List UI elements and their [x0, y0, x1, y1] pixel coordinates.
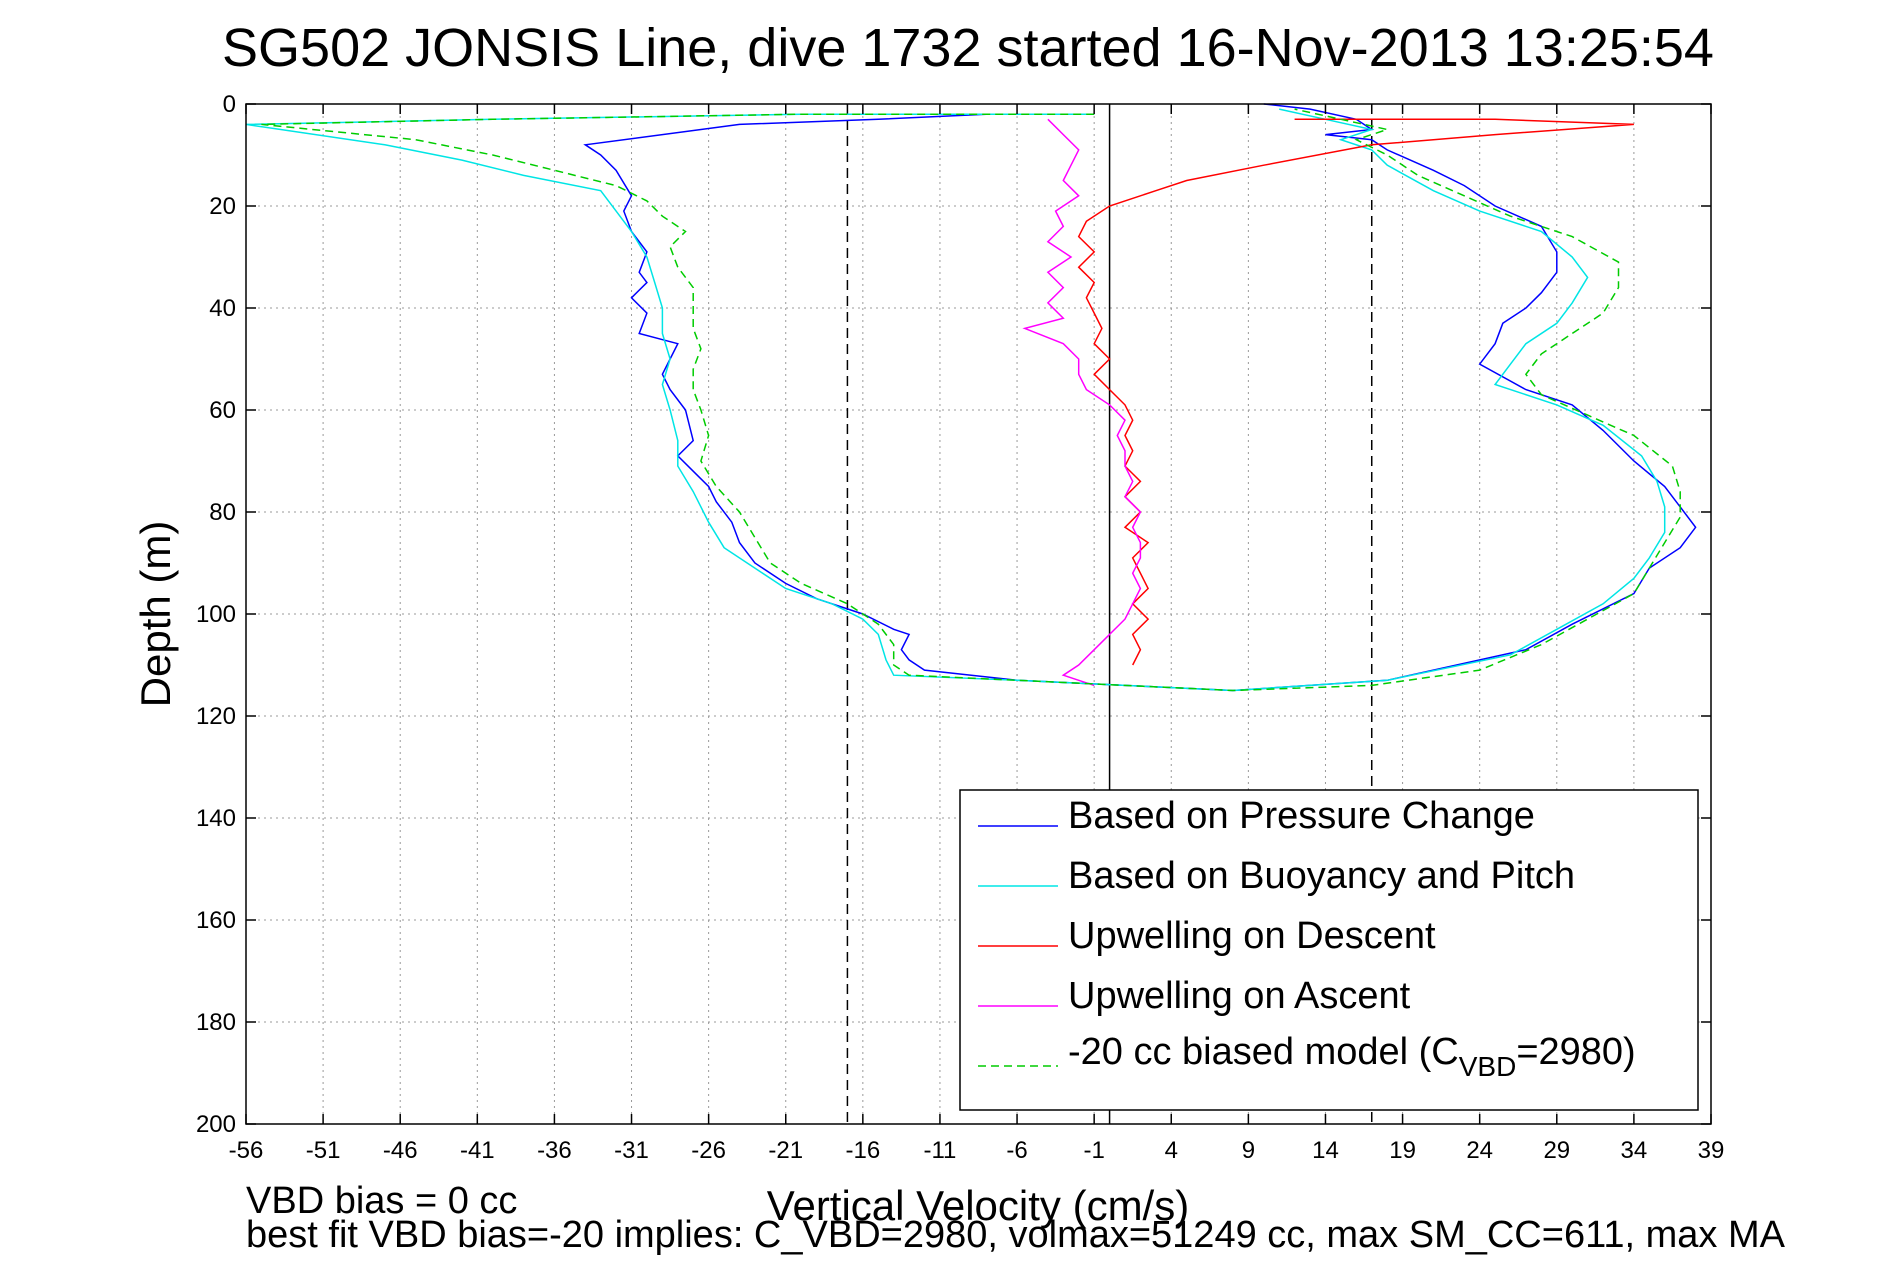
- series-line-based-on-buoyancy-and-pitch: [245, 108, 1666, 692]
- x-axis-ticks: -56 -51 -46 -41 -36 -31 -26 -21 -16 -11 -6 -1 4 9 14 19…: [229, 104, 1725, 1164]
- series-group: [245, 103, 1697, 692]
- y-tick-label: 160: [196, 907, 236, 934]
- y-tick-label: 140: [196, 805, 236, 832]
- x-tick-label: 34: [1621, 1137, 1648, 1164]
- x-tick-label: 29: [1543, 1137, 1570, 1164]
- y-tick-label: 100: [196, 601, 236, 628]
- y-tick-label: 0: [223, 91, 236, 118]
- legend: Based on Pressure Change Based on Buoyanc…: [959, 789, 1699, 1111]
- series-line-based-on-pressure-change: [583, 103, 1697, 692]
- series-line-upwelling-on-descent: [1077, 118, 1634, 666]
- chart-title: SG502 JONSIS Line, dive 1732 started 16-…: [222, 18, 1714, 78]
- legend-box: [959, 789, 1699, 1111]
- x-tick-label: -11: [923, 1137, 956, 1164]
- x-tick-label: -16: [845, 1137, 880, 1164]
- x-tick-label: 19: [1389, 1137, 1416, 1164]
- x-tick-label: -6: [1006, 1137, 1027, 1164]
- footnote-best-fit: best fit VBD bias=-20 implies: C_VBD=298…: [246, 1214, 1785, 1256]
- y-tick-label: 20: [209, 193, 236, 220]
- series-line-20-cc-biased-model-c-vbd-2980: [261, 108, 1681, 692]
- x-tick-label: -26: [691, 1137, 726, 1164]
- legend-label: Based on Pressure Change: [1068, 795, 1535, 837]
- legend-label: Upwelling on Descent: [1068, 915, 1436, 957]
- x-tick-label: -21: [768, 1137, 803, 1164]
- y-tick-label: 120: [196, 703, 236, 730]
- x-tick-label: 24: [1466, 1137, 1493, 1164]
- x-tick-label: -1: [1083, 1137, 1104, 1164]
- x-tick-label: -41: [460, 1137, 495, 1164]
- x-tick-label: 39: [1698, 1137, 1725, 1164]
- x-tick-label: -31: [614, 1137, 649, 1164]
- footnote-vbd-bias: VBD bias = 0 cc: [246, 1180, 518, 1222]
- x-tick-label: -56: [229, 1137, 264, 1164]
- x-tick-label: -36: [537, 1137, 572, 1164]
- x-tick-label: 14: [1312, 1137, 1339, 1164]
- x-tick-label: 9: [1242, 1137, 1255, 1164]
- legend-label: Based on Buoyancy and Pitch: [1068, 855, 1575, 897]
- legend-label: Upwelling on Ascent: [1068, 975, 1411, 1017]
- y-axis-ticks: 0 20 40 60 80 100 120 140 160 180 200: [196, 91, 1711, 1138]
- legend-label: -20 cc biased model (CVBD=2980): [1068, 1031, 1636, 1082]
- x-tick-label: -51: [306, 1137, 341, 1164]
- series-line-upwelling-on-ascent: [1022, 118, 1142, 687]
- y-tick-label: 80: [209, 499, 236, 526]
- y-tick-label: 180: [196, 1009, 236, 1036]
- y-axis-label: Depth (m): [132, 521, 179, 708]
- x-tick-label: -46: [383, 1137, 418, 1164]
- x-axis-label: Vertical Velocity (cm/s): [767, 1182, 1189, 1229]
- y-tick-label: 60: [209, 397, 236, 424]
- y-tick-label: 40: [209, 295, 236, 322]
- y-tick-label: 200: [196, 1111, 236, 1138]
- x-tick-label: 4: [1165, 1137, 1178, 1164]
